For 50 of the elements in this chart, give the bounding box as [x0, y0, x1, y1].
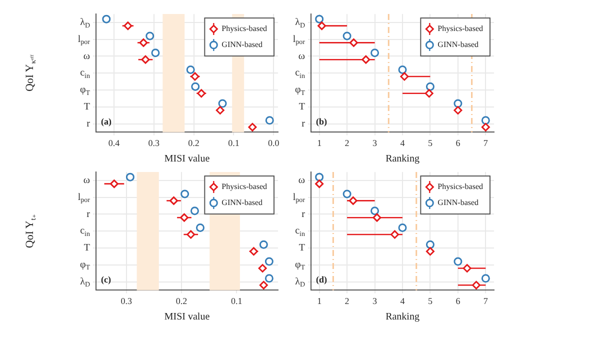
y-tick-label: r — [86, 118, 91, 130]
y-tick-label: r — [86, 208, 91, 220]
y-tick-label: T — [298, 101, 305, 112]
y-tick-label: ω — [83, 175, 90, 186]
x-tick-label: 3 — [372, 138, 378, 148]
x-tick-label: 0.2 — [188, 138, 200, 148]
y-tick-label: r — [302, 118, 306, 130]
annotation: (d) — [316, 274, 327, 285]
annotation: (b) — [316, 116, 327, 127]
legend-label: GINN-based — [438, 198, 479, 208]
x-tick-label: 0.0 — [268, 138, 280, 148]
annotation: (a) — [101, 116, 112, 127]
x-tick-label: 0.3 — [120, 296, 132, 306]
x-tick-label: 4 — [400, 296, 406, 306]
x-axis-title: MISI value — [164, 312, 210, 323]
x-tick-label: 2 — [344, 138, 350, 148]
y-tick-label: ω — [298, 50, 306, 62]
x-tick-label: 3 — [372, 296, 378, 306]
y-tick-label: ω — [83, 50, 90, 62]
annotation: (c) — [101, 274, 111, 285]
x-axis-title: MISI value — [164, 154, 210, 165]
x-tick-label: 0.1 — [231, 296, 242, 306]
x-tick-label: 7 — [483, 138, 488, 148]
x-tick-label: 0.1 — [228, 138, 240, 148]
x-tick-label: 0.2 — [176, 296, 188, 306]
x-tick-label: 2 — [344, 296, 350, 306]
x-tick-label: 0.3 — [148, 138, 160, 148]
x-tick-label: 7 — [483, 296, 488, 306]
y-tick-label: r — [302, 208, 306, 220]
legend-label: GINN-based — [222, 198, 263, 208]
legend-label: GINN-based — [438, 40, 479, 50]
legend-label: GINN-based — [222, 40, 263, 50]
y-tick-label: ω — [298, 175, 306, 186]
x-tick-label: 1 — [317, 138, 322, 148]
y-tick-label: T — [84, 242, 90, 254]
legend-label: Physics-based — [222, 24, 267, 34]
legend-label: Physics-based — [438, 182, 483, 192]
x-tick-label: 1 — [317, 296, 322, 306]
x-axis-title: Ranking — [386, 312, 420, 323]
x-tick-label: 5 — [428, 138, 433, 148]
legend-label: Physics-based — [438, 24, 483, 34]
y-tick-label: T — [84, 101, 90, 112]
x-tick-label: 0.4 — [108, 138, 120, 148]
x-tick-label: 4 — [400, 138, 406, 148]
x-tick-label: 6 — [456, 296, 461, 306]
x-axis-title: Ranking — [386, 154, 420, 165]
y-tick-label: T — [298, 242, 305, 254]
x-tick-label: 5 — [428, 296, 433, 306]
legend-label: Physics-based — [222, 182, 267, 192]
x-tick-label: 6 — [456, 138, 461, 148]
